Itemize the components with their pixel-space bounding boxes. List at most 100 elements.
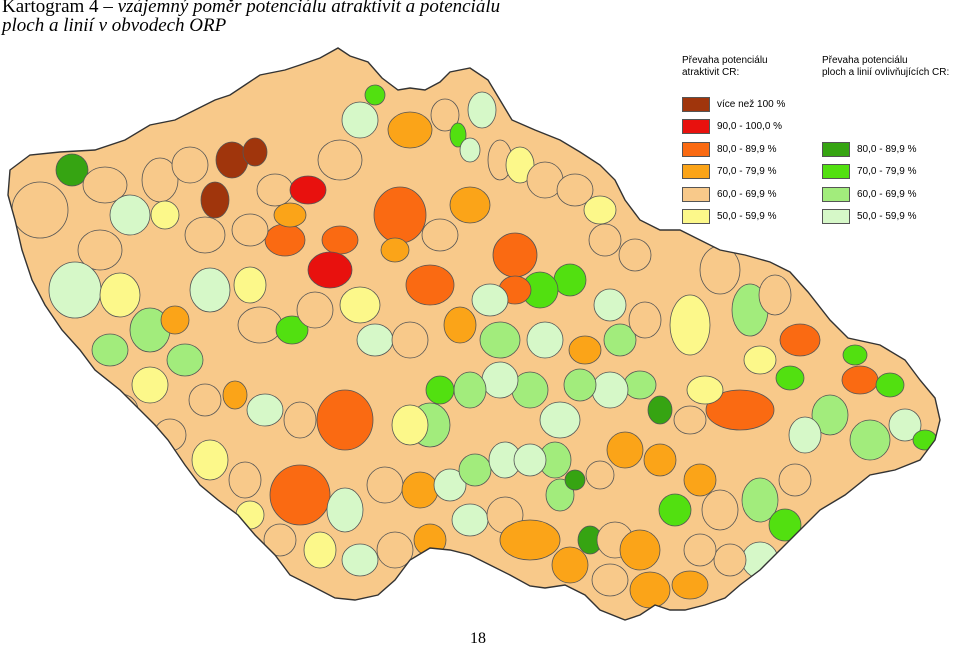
orp-district	[341, 101, 379, 139]
legend-swatch	[682, 119, 710, 135]
orp-district	[471, 283, 509, 317]
orp-district	[585, 460, 615, 490]
orp-district	[364, 84, 386, 106]
orp-district	[658, 493, 692, 527]
districts-layer	[11, 84, 938, 609]
legend-areas-lines-title: Převaha potenciálu ploch a linií ovlivňu…	[822, 55, 949, 79]
orp-district	[686, 375, 724, 405]
orp-district	[160, 305, 190, 335]
orp-district	[779, 323, 821, 357]
legend-label: 60,0 - 69,9 %	[857, 188, 917, 200]
orp-district	[246, 393, 284, 427]
orp-district	[380, 237, 410, 263]
orp-district	[275, 315, 309, 345]
legend-item: 90,0 - 100,0 %	[682, 116, 785, 139]
legend-item: 80,0 - 89,9 %	[822, 138, 949, 161]
orp-district	[563, 368, 597, 402]
orp-district	[200, 181, 230, 219]
legend-label: 70,0 - 79,9 %	[717, 166, 777, 178]
legend-attractivity-title: Převaha potenciálu atraktivit CR:	[682, 55, 785, 79]
legend-item: 80,0 - 89,9 %	[682, 138, 785, 161]
orp-district	[683, 463, 717, 497]
orp-district	[263, 523, 297, 557]
orp-district	[91, 333, 129, 367]
legend-swatch	[682, 96, 710, 112]
caption-title-line1: vzájemný poměr potenciálu atraktivit a p…	[117, 0, 501, 17]
orp-district	[481, 361, 519, 399]
orp-district	[99, 272, 141, 318]
orp-district	[191, 439, 229, 481]
orp-district	[775, 365, 805, 391]
orp-district	[101, 393, 139, 427]
orp-district	[593, 288, 627, 322]
legend-item: 50,0 - 59,9 %	[822, 206, 949, 229]
legend-item: 70,0 - 79,9 %	[822, 161, 949, 184]
orp-district	[669, 294, 711, 356]
orp-district	[499, 519, 561, 561]
legend-label: 50,0 - 59,9 %	[717, 211, 777, 223]
orp-district	[326, 487, 364, 533]
orp-district	[603, 323, 637, 357]
orp-district	[451, 503, 489, 537]
orp-district	[849, 419, 891, 461]
orp-district	[568, 335, 602, 365]
orp-district	[366, 466, 404, 504]
legend-swatch	[682, 186, 710, 202]
orp-district	[189, 267, 231, 313]
orp-district	[526, 321, 564, 359]
orp-district	[425, 375, 455, 405]
orp-district	[768, 508, 802, 542]
orp-district	[303, 531, 337, 569]
orp-district	[811, 394, 849, 436]
orp-district	[235, 500, 265, 530]
orp-district	[888, 408, 922, 442]
orp-district	[628, 301, 662, 339]
orp-district	[264, 223, 306, 257]
orp-district	[184, 216, 226, 254]
orp-district	[841, 365, 879, 395]
orp-district	[479, 321, 521, 359]
legend-label: 70,0 - 79,9 %	[857, 166, 917, 178]
legend-attractivity: Převaha potenciálu atraktivit CR: více n…	[682, 55, 785, 228]
orp-district	[588, 223, 622, 257]
orp-district	[741, 541, 779, 579]
orp-district	[606, 431, 644, 469]
orp-district	[233, 266, 267, 304]
orp-district	[591, 563, 629, 597]
orp-district	[788, 416, 822, 454]
legend-item: 50,0 - 59,9 %	[682, 206, 785, 229]
orp-district	[413, 523, 447, 557]
orp-district	[758, 274, 792, 316]
legend-item: 60,0 - 69,9 %	[822, 183, 949, 206]
orp-district	[296, 291, 334, 329]
orp-district	[207, 505, 233, 535]
orp-district	[741, 477, 779, 523]
orp-district	[629, 571, 671, 609]
orp-district	[289, 175, 327, 205]
orp-district	[743, 345, 777, 375]
orp-district	[443, 306, 477, 344]
legend-areas-lines: Převaha potenciálu ploch a linií ovlivňu…	[822, 55, 949, 228]
legend-label: více než 100 %	[717, 98, 786, 110]
legend-swatch	[822, 209, 850, 225]
orp-district	[778, 463, 812, 497]
legend-item: více než 100 %	[682, 93, 785, 116]
legend-areas-lines-title-line2: ploch a linií ovlivňujících CR:	[822, 67, 950, 78]
orp-district	[539, 401, 581, 439]
legend-label: 80,0 - 89,9 %	[857, 143, 917, 155]
orp-district	[373, 186, 427, 244]
orp-district	[153, 418, 187, 452]
orp-district	[48, 261, 102, 319]
orp-district	[317, 139, 363, 181]
orp-district	[556, 173, 594, 207]
orp-district	[341, 543, 379, 577]
orp-district	[150, 200, 180, 230]
orp-district	[188, 383, 222, 417]
legend-item: 60,0 - 69,9 %	[682, 183, 785, 206]
legend-label: 90,0 - 100,0 %	[717, 121, 783, 133]
legend-attractivity-title-line1: Převaha potenciálu	[682, 55, 768, 66]
orp-district	[171, 146, 209, 184]
legend-item: 70,0 - 79,9 %	[682, 161, 785, 184]
caption-title-line2: ploch a linií v obvodech ORP	[2, 15, 227, 36]
orp-district	[647, 395, 673, 425]
